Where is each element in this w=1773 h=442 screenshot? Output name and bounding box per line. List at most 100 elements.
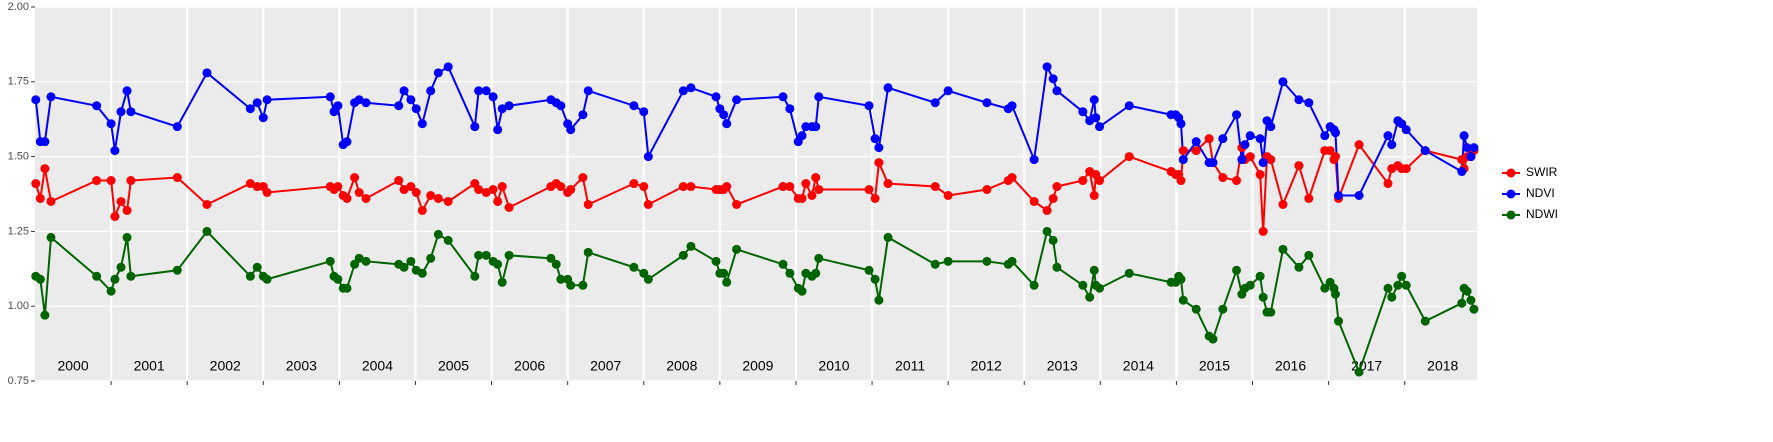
point (1245, 131, 1255, 141)
point (122, 86, 132, 96)
point (443, 62, 453, 72)
point (481, 188, 491, 198)
point (426, 190, 436, 200)
point (1258, 226, 1268, 236)
point (1420, 316, 1430, 326)
point (686, 83, 696, 93)
point (629, 101, 639, 111)
point (643, 274, 653, 284)
point (1383, 131, 1393, 141)
point (1124, 152, 1134, 162)
point (801, 179, 811, 189)
point (1457, 298, 1467, 308)
point (354, 95, 364, 105)
point (566, 185, 576, 195)
point (556, 101, 566, 111)
point (333, 274, 343, 284)
point (874, 295, 884, 305)
point (443, 235, 453, 245)
year-label: 2015 (1199, 358, 1230, 374)
point (350, 173, 360, 183)
point (262, 274, 272, 284)
point (814, 92, 824, 102)
point (811, 173, 821, 183)
point (1387, 140, 1397, 150)
point (930, 98, 940, 108)
point (883, 232, 893, 242)
point (1294, 161, 1304, 171)
point (417, 205, 427, 215)
point (1278, 244, 1288, 254)
point (1191, 137, 1201, 147)
y-tick-label: 0.75 (8, 375, 29, 387)
point (1176, 176, 1186, 186)
y-tick-label: 1.00 (8, 300, 29, 312)
point (245, 104, 255, 114)
point (35, 193, 45, 203)
point (797, 286, 807, 296)
point (92, 176, 102, 186)
point (1048, 74, 1058, 84)
point (1266, 307, 1276, 317)
point (433, 193, 443, 203)
point (1354, 367, 1364, 377)
year-label: 2011 (895, 358, 925, 374)
point (1237, 155, 1247, 165)
point (1383, 179, 1393, 189)
point (470, 122, 480, 132)
point (583, 247, 593, 257)
point (262, 188, 272, 198)
point (1401, 280, 1411, 290)
year-label: 2016 (1275, 358, 1306, 374)
point (31, 95, 41, 105)
point (864, 265, 874, 275)
point (1091, 113, 1101, 123)
year-label: 2005 (438, 358, 469, 374)
legend-key-point (1506, 168, 1516, 178)
point (325, 92, 335, 102)
point (1278, 199, 1288, 209)
point (556, 274, 566, 284)
point (110, 274, 120, 284)
point (245, 179, 255, 189)
point (719, 110, 729, 120)
year-label: 2014 (1123, 358, 1154, 374)
point (333, 182, 343, 192)
point (1258, 158, 1268, 168)
point (566, 280, 576, 290)
point (1462, 143, 1472, 153)
point (504, 250, 514, 260)
point (982, 98, 992, 108)
point (1029, 280, 1039, 290)
point (551, 259, 561, 269)
point (732, 199, 742, 209)
point (1042, 205, 1052, 215)
point (1266, 155, 1276, 165)
point (1294, 262, 1304, 272)
point (1007, 173, 1017, 183)
point (1052, 182, 1062, 192)
point (504, 202, 514, 212)
legend-label: NDWI (1526, 207, 1558, 221)
point (785, 268, 795, 278)
point (719, 268, 729, 278)
point (361, 98, 371, 108)
point (1330, 152, 1340, 162)
year-label: 2018 (1427, 358, 1458, 374)
point (31, 179, 41, 189)
year-label: 2008 (666, 358, 697, 374)
point (116, 196, 126, 206)
point (1089, 190, 1099, 200)
point (488, 92, 498, 102)
point (40, 310, 50, 320)
point (1095, 283, 1105, 293)
point (470, 271, 480, 281)
point (354, 188, 364, 198)
point (106, 119, 116, 129)
y-tick-label: 1.25 (8, 225, 29, 237)
point (629, 262, 639, 272)
point (1048, 235, 1058, 245)
point (883, 83, 893, 93)
point (1095, 176, 1105, 186)
